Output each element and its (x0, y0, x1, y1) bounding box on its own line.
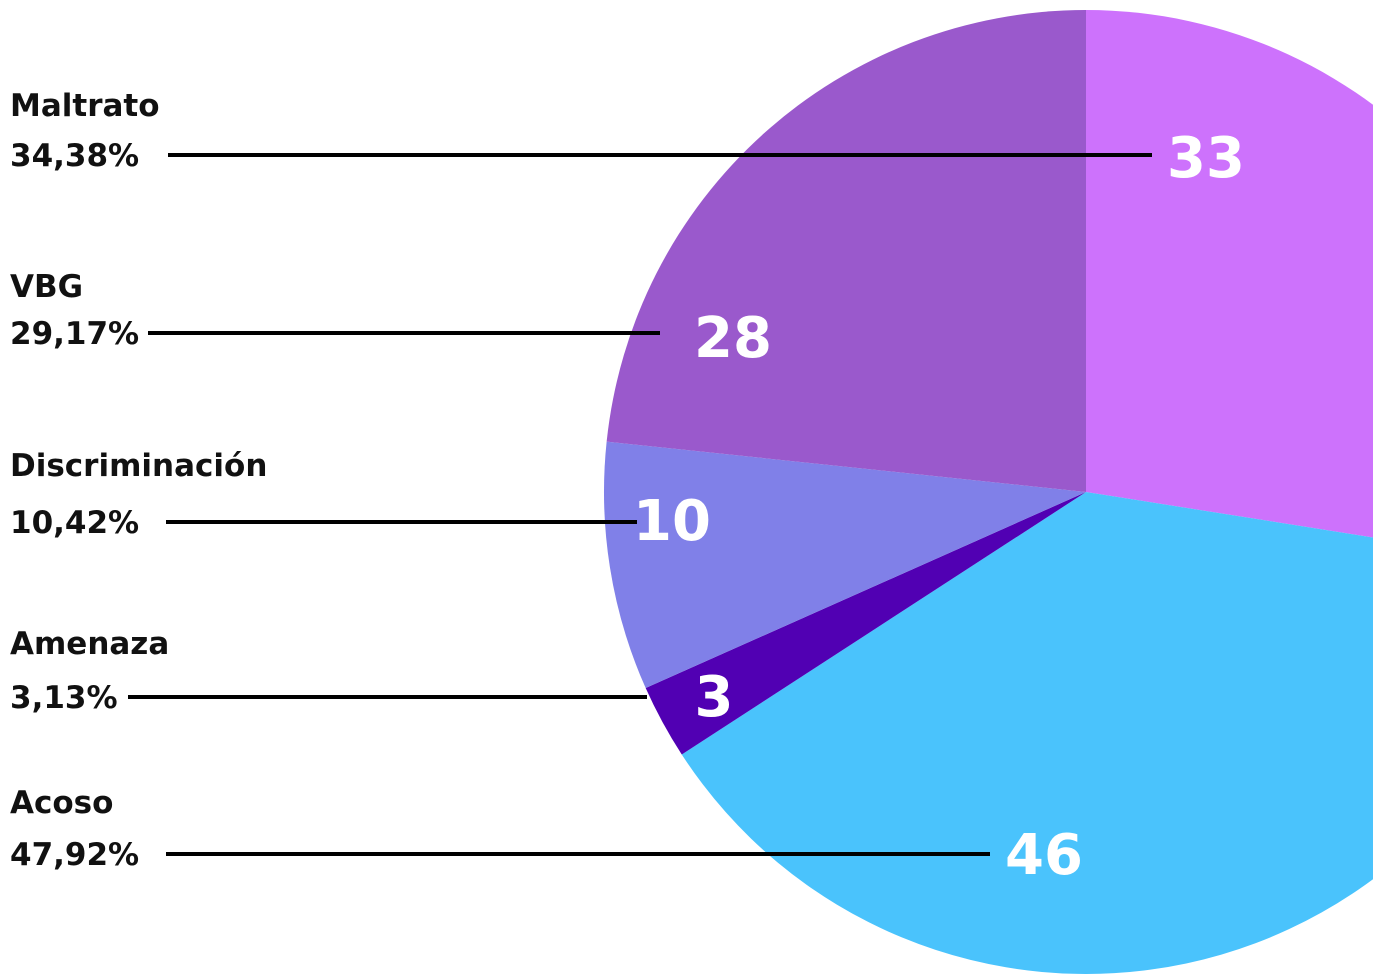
slice-value-labels: 33 46 3 10 28 (633, 126, 1245, 888)
legend-label-amenaza: Amenaza (10, 626, 169, 662)
legend-percent-acoso: 47,92% (10, 837, 139, 873)
legend-entry-amenaza: Amenaza 3,13% (10, 626, 169, 716)
legend-percent-maltrato: 34,38% (10, 138, 139, 174)
slice-value-acoso: 46 (1005, 823, 1083, 888)
legend-entry-maltrato: Maltrato 34,38% (10, 88, 160, 174)
pie-slice-maltrato (1086, 10, 1373, 538)
legend-entry-acoso: Acoso 47,92% (10, 785, 139, 873)
leader-lines (128, 153, 1152, 856)
legend-label-vbg: VBG (10, 269, 83, 305)
legend-label-discriminacion: Discriminación (10, 448, 267, 484)
legend-percent-discriminacion: 10,42% (10, 505, 139, 541)
pie-slice-vbg (606, 10, 1086, 492)
legend-entry-vbg: VBG 29,17% (10, 269, 139, 352)
legend: Maltrato 34,38% VBG 29,17% Discriminación 10,… (10, 88, 267, 873)
legend-percent-vbg: 29,17% (10, 316, 139, 352)
pie-slice-discriminacion (604, 441, 1086, 689)
slice-value-amenaza: 3 (695, 665, 734, 730)
legend-label-maltrato: Maltrato (10, 88, 160, 124)
slice-value-vbg: 28 (694, 306, 772, 371)
pie-slice-amenaza (645, 492, 1086, 755)
slice-value-discriminacion: 10 (633, 489, 711, 554)
legend-entry-discriminacion: Discriminación 10,42% (10, 448, 267, 541)
legend-percent-amenaza: 3,13% (10, 680, 118, 716)
legend-label-acoso: Acoso (10, 785, 113, 821)
slice-value-maltrato: 33 (1167, 126, 1245, 191)
